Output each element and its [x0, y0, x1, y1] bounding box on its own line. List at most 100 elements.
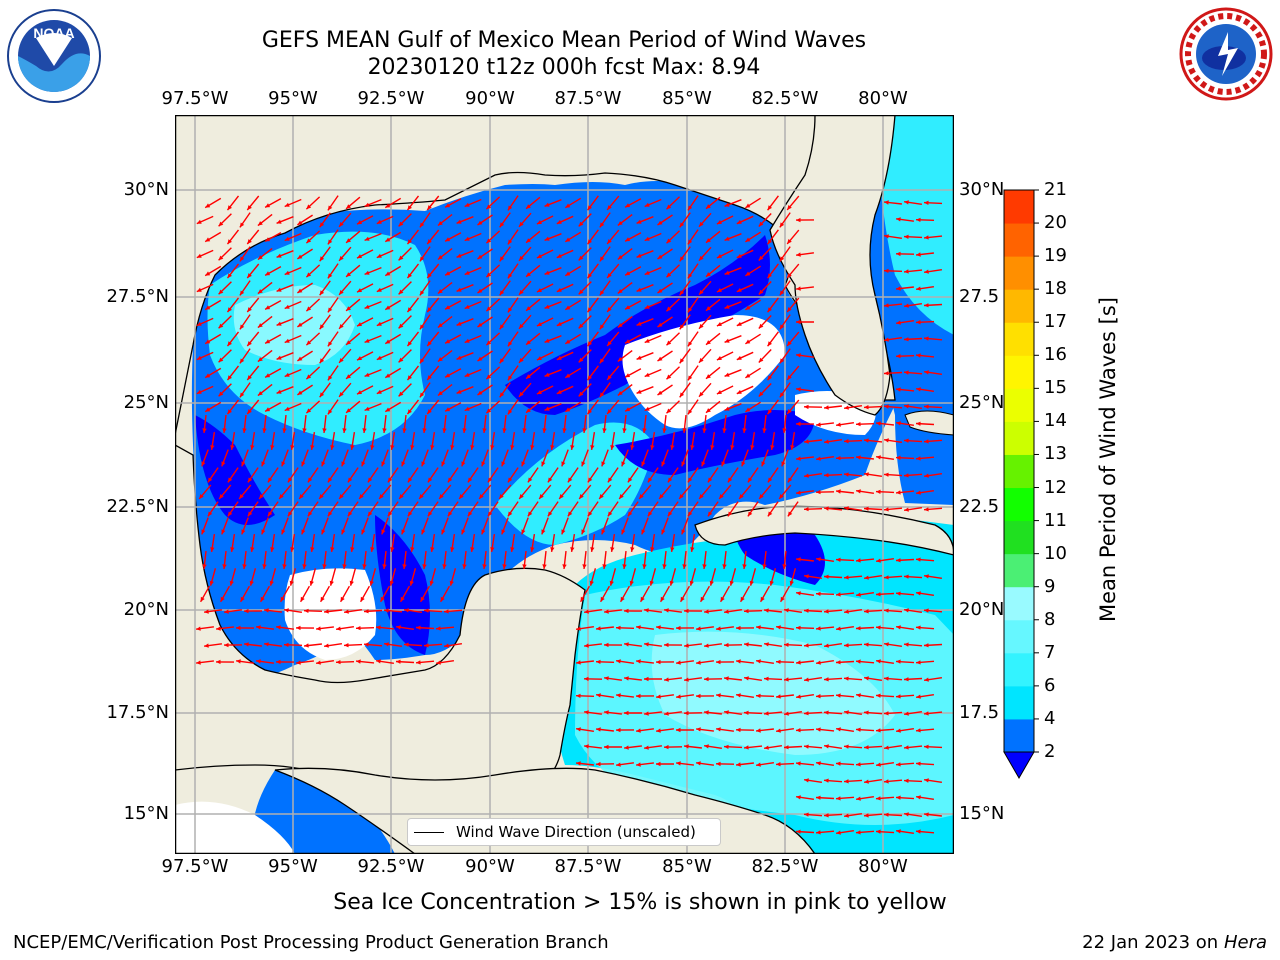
wave-direction-arrow [249, 568, 257, 586]
wave-direction-arrow [724, 403, 742, 411]
wave-direction-arrow [426, 195, 440, 211]
wave-direction-arrow [583, 676, 603, 682]
colorbar-segment [1004, 487, 1034, 522]
wave-direction-arrow [338, 314, 352, 330]
wave-direction-arrow [464, 334, 482, 344]
wave-direction-arrow [587, 263, 599, 279]
wave-direction-arrow [375, 659, 395, 664]
wave-direction-arrow [544, 267, 562, 275]
wave-direction-arrow [903, 269, 923, 274]
wave-direction-arrow [644, 368, 662, 378]
wave-direction-arrow [883, 371, 903, 376]
wave-direction-arrow [507, 467, 519, 483]
wave-direction-arrow [615, 727, 635, 733]
lat-tick-label: 15°N [959, 803, 1005, 824]
wave-direction-arrow [895, 354, 915, 359]
colorbar-tick-label: 13 [1044, 443, 1067, 465]
wave-direction-arrow [209, 568, 217, 586]
wave-direction-arrow [638, 484, 652, 500]
wave-direction-arrow [884, 200, 902, 205]
wave-direction-arrow [364, 266, 382, 276]
wave-direction-arrow [419, 585, 431, 603]
wave-direction-arrow [426, 297, 440, 313]
wave-direction-arrow [763, 745, 783, 750]
wave-direction-arrow [903, 404, 923, 409]
wave-direction-arrow [477, 384, 493, 396]
wave-direction-arrow [679, 246, 691, 262]
wave-direction-arrow [775, 762, 795, 767]
wave-direction-arrow [338, 484, 352, 500]
wave-direction-arrow [796, 286, 814, 291]
wave-direction-arrow [324, 609, 342, 614]
wave-direction-arrow [923, 711, 943, 716]
wave-direction-arrow [345, 332, 361, 346]
wave-direction-arrow [458, 484, 472, 500]
wave-direction-arrow [863, 779, 883, 784]
wave-direction-arrow [589, 568, 597, 586]
wave-direction-arrow [883, 608, 903, 613]
wave-direction-arrow [525, 196, 541, 210]
sea-ice-note: Sea Ice Concentration > 15% is shown in … [333, 890, 947, 915]
wave-direction-arrow [339, 585, 351, 603]
wave-direction-arrow [855, 489, 875, 494]
wave-direction-arrow [644, 642, 662, 647]
wave-direction-arrow [630, 533, 636, 553]
wave-direction-arrow [383, 608, 403, 613]
wave-direction-arrow [670, 533, 676, 553]
wave-direction-arrow [883, 472, 903, 477]
wave-direction-arrow [617, 214, 633, 226]
wave-direction-arrow [636, 284, 654, 292]
wave-direction-arrow [447, 501, 459, 517]
lat-tick-label: 30°N [123, 179, 169, 200]
wave-direction-arrow [544, 301, 562, 309]
wave-direction-arrow [338, 246, 352, 262]
colorbar-segment [1004, 619, 1034, 654]
wave-direction-arrow [305, 400, 321, 414]
colorbar [1003, 189, 1039, 780]
wave-direction-arrow [305, 230, 321, 244]
wave-direction-arrow [407, 501, 419, 517]
wave-direction-arrow [502, 551, 507, 569]
footer-left: NCEP/EMC/Verification Post Processing Pr… [13, 932, 609, 953]
wave-direction-arrow [262, 551, 267, 569]
wave-direction-arrow [247, 501, 259, 517]
wave-direction-arrow [823, 574, 843, 579]
wave-direction-arrow [507, 399, 519, 415]
wave-direction-arrow [356, 249, 374, 259]
wave-direction-arrow [422, 415, 427, 433]
wave-direction-arrow [578, 281, 592, 295]
wave-direction-arrow [758, 484, 772, 500]
wave-direction-arrow [359, 585, 371, 603]
footer-right: 22 Jan 2023 on Hera [1082, 932, 1267, 954]
wave-direction-arrow [763, 642, 783, 647]
wave-direction-arrow [803, 677, 823, 682]
wave-direction-arrow [226, 195, 240, 211]
wave-direction-arrow [561, 449, 569, 467]
wave-direction-arrow [736, 762, 754, 767]
wave-direction-arrow [863, 575, 883, 580]
wave-direction-arrow [863, 710, 883, 715]
wave-direction-arrow [803, 608, 823, 613]
wave-direction-arrow [903, 473, 923, 478]
wave-direction-arrow [236, 659, 254, 664]
wave-direction-arrow [835, 761, 855, 766]
colorbar-frame [1003, 189, 1035, 753]
period-8-9-caribbean [651, 631, 895, 755]
wave-direction-arrow [679, 585, 691, 603]
wave-direction-arrow [604, 609, 622, 614]
wave-direction-arrow [875, 693, 895, 698]
wave-direction-arrow [544, 199, 562, 207]
wave-direction-arrow [895, 762, 915, 767]
wave-direction-arrow [199, 585, 211, 603]
wave-direction-arrow [276, 352, 294, 360]
wave-direction-arrow [364, 368, 382, 378]
wave-direction-arrow [855, 693, 875, 698]
wave-direction-arrow [727, 501, 739, 517]
wave-direction-arrow [923, 200, 943, 205]
wave-direction-arrow [302, 551, 307, 569]
colorbar-tick-label: 4 [1044, 707, 1056, 729]
wave-direction-arrow [903, 677, 923, 682]
wave-direction-arrow [419, 212, 431, 228]
wave-direction-arrow [724, 267, 742, 275]
wave-direction-arrow [250, 431, 256, 451]
